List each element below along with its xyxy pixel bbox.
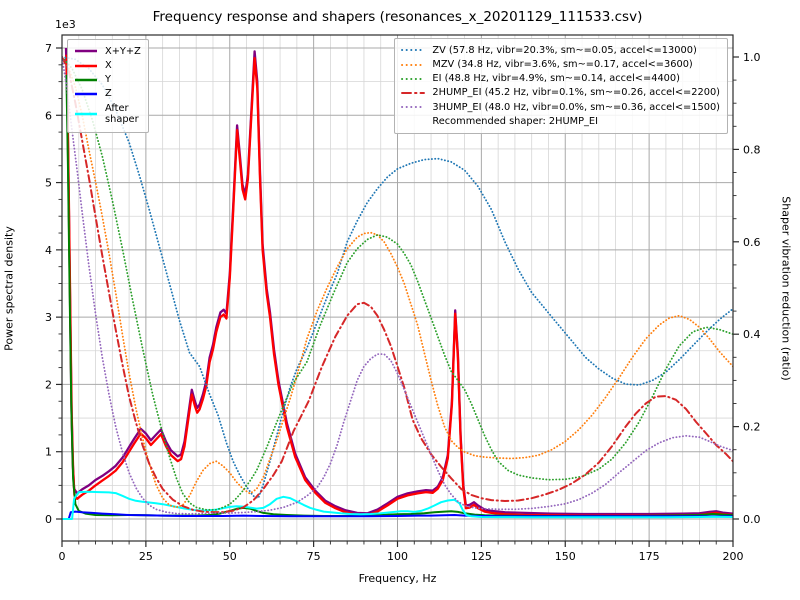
x-axis-label: Frequency, Hz	[358, 572, 437, 585]
legend-shapers-label: 2HUMP_EI (45.2 Hz, vibr=0.1%, sm~=0.26, …	[432, 87, 720, 99]
legend-psd-label: X+Y+Z	[105, 45, 141, 57]
legend-line-icon	[401, 74, 426, 84]
x-tick-label: 200	[723, 550, 744, 563]
legend-shapers-label: Recommended shaper: 2HUMP_EI	[432, 115, 599, 127]
y-left-tick-label: 4	[45, 244, 52, 257]
legend-psd-item: Z	[74, 88, 141, 100]
y-left-tick-label: 0	[45, 513, 52, 526]
x-tick-label: 25	[139, 550, 153, 563]
curve-ei	[62, 56, 733, 511]
y-right-tick-label: 0.8	[743, 143, 761, 156]
legend-line-icon	[74, 109, 98, 119]
legend-shapers-item: 3HUMP_EI (48.0 Hz, vibr=0.0%, sm~=0.36, …	[401, 102, 720, 114]
y-left-tick-label: 7	[45, 42, 52, 55]
curve-x	[65, 54, 733, 517]
curve-3hump-ei	[62, 56, 733, 515]
curve-after-shaper	[62, 490, 733, 520]
y-axis-offset-label: 1e3	[55, 18, 76, 31]
legend-line-icon	[74, 61, 98, 71]
legend-shapers-label: EI (48.8 Hz, vibr=4.9%, sm~=0.14, accel<…	[432, 73, 680, 84]
legend-shapers-label: ZV (57.8 Hz, vibr=20.3%, sm~=0.05, accel…	[432, 44, 697, 56]
legend-psd: X+Y+Z X Y Z After shaper	[67, 39, 149, 133]
curve-2hump-ei	[62, 56, 733, 514]
y-left-tick-label: 6	[45, 109, 52, 122]
x-tick-label: 150	[555, 550, 576, 563]
legend-psd-item: Y	[74, 74, 141, 86]
legend-shapers-item: Recommended shaper: 2HUMP_EI	[401, 116, 720, 128]
x-tick-label: 50	[223, 550, 237, 563]
legend-line-icon	[401, 88, 426, 98]
legend-shapers-item: MZV (34.8 Hz, vibr=3.6%, sm~=0.17, accel…	[401, 59, 720, 71]
legend-line-icon	[401, 102, 426, 112]
legend-line-icon	[74, 75, 98, 85]
legend-shapers-item: ZV (57.8 Hz, vibr=20.3%, sm~=0.05, accel…	[401, 45, 720, 57]
ticks: 0 25 50 75 100 125 150 175 200 0 1 2 3 4 5 6 7 0.0 0.2 0.4 0…	[45, 42, 761, 563]
curve-zv	[62, 56, 733, 500]
y-right-tick-label: 0.0	[743, 513, 761, 526]
legend-line-icon	[401, 60, 426, 70]
y-left-tick-label: 2	[45, 378, 52, 391]
legend-shapers-label: 3HUMP_EI (48.0 Hz, vibr=0.0%, sm~=0.36, …	[432, 101, 720, 113]
y-right-tick-label: 1.0	[743, 51, 761, 64]
y-right-tick-label: 0.6	[743, 236, 761, 249]
y-left-tick-label: 1	[45, 446, 52, 459]
legend-shapers-item: EI (48.8 Hz, vibr=4.9%, sm~=0.14, accel<…	[401, 73, 720, 85]
x-tick-label: 125	[471, 550, 492, 563]
y-right-tick-label: 0.4	[743, 328, 761, 341]
y-left-tick-label: 3	[45, 311, 52, 324]
legend-psd-item: After shaper	[74, 103, 141, 127]
legend-line-icon	[401, 45, 426, 55]
chart-title: Frequency response and shapers (resonanc…	[152, 9, 643, 25]
legend-psd-label: Z	[105, 88, 112, 100]
legend-psd-item: X+Y+Z	[74, 46, 141, 58]
legend-psd-item: X	[74, 60, 141, 72]
x-tick-label: 175	[639, 550, 660, 563]
legend-line-icon	[74, 46, 98, 56]
curve-y	[65, 74, 733, 517]
legend-psd-label: Y	[105, 74, 111, 85]
x-tick-label: 75	[307, 550, 321, 563]
legend-line-icon	[74, 89, 98, 99]
legend-shapers-item: 2HUMP_EI (45.2 Hz, vibr=0.1%, sm~=0.26, …	[401, 87, 720, 99]
y-axis-label-right: Shaper vibration reduction (ratio)	[779, 196, 793, 381]
y-right-tick-label: 0.2	[743, 421, 761, 434]
legend-shapers-label: MZV (34.8 Hz, vibr=3.6%, sm~=0.17, accel…	[432, 58, 693, 70]
y-left-tick-label: 5	[45, 177, 52, 190]
series-curves	[62, 47, 733, 520]
legend-psd-label: After shaper	[105, 102, 139, 126]
y-axis-label-left: Power spectral density	[2, 226, 16, 351]
x-tick-label: 0	[59, 550, 66, 563]
legend-psd-label: X	[105, 59, 112, 71]
legend-swatch-empty	[401, 117, 425, 127]
x-tick-label: 100	[387, 550, 408, 563]
legend-shapers: ZV (57.8 Hz, vibr=20.3%, sm~=0.05, accel…	[394, 38, 728, 134]
